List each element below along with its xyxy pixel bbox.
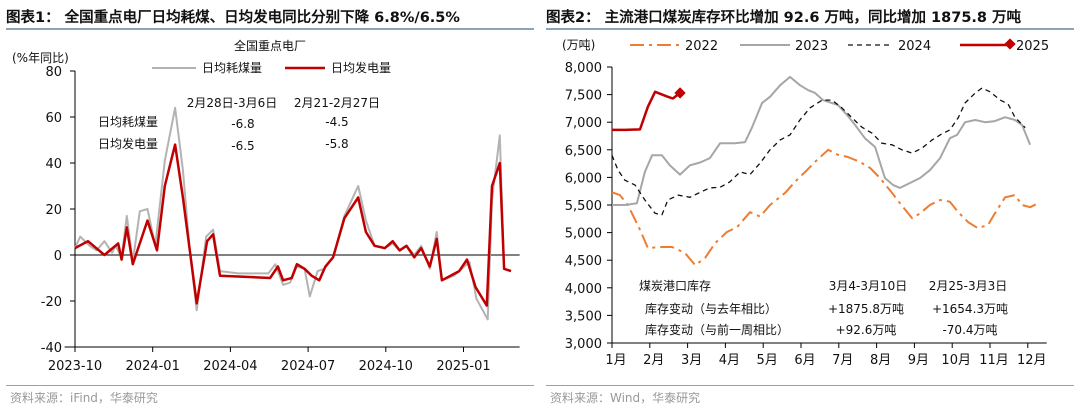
chart-panel-coal-power: 图表1： 全国重点电厂日均耗煤、日均发电同比分别下降 6.8%/6.5% 全国重… bbox=[6, 10, 534, 405]
table-cell: -6.5 bbox=[231, 139, 254, 153]
x-tick-label: 10月 bbox=[941, 353, 971, 368]
legend-label-2024: 2024 bbox=[898, 39, 931, 54]
x-tick-label: 8月 bbox=[870, 353, 891, 368]
chart-subtitle: 全国重点电厂 bbox=[234, 38, 306, 53]
table-header: 2月28日-3月6日 bbox=[187, 96, 278, 110]
y-tick-label: 8,000 bbox=[565, 61, 602, 76]
x-tick-label: 3月 bbox=[681, 353, 702, 368]
table-cell: -5.8 bbox=[325, 137, 348, 151]
table-cell: +1875.8万吨 bbox=[828, 302, 904, 316]
legend-marker-2025 bbox=[1004, 38, 1016, 50]
x-tick-label: 7月 bbox=[832, 353, 853, 368]
series-line-power bbox=[74, 143, 512, 307]
legend-label-2025: 2025 bbox=[1016, 39, 1049, 54]
x-tick-label: 9月 bbox=[908, 353, 929, 368]
y-tick-label: 3,000 bbox=[565, 337, 602, 352]
legend-label-coal: 日均耗煤量 bbox=[202, 61, 262, 75]
y-tick-label: 60 bbox=[45, 111, 62, 126]
x-tick-label: 2024-07 bbox=[281, 359, 335, 374]
legend: 2022 2023 2024 2025 bbox=[630, 38, 1049, 54]
x-tick-label: 4月 bbox=[719, 353, 740, 368]
table-row-label: 库存变动（与前一周相比） bbox=[645, 322, 789, 337]
title-divider bbox=[6, 28, 534, 30]
y-tick-label: -20 bbox=[41, 295, 62, 310]
annotation-table: 煤炭港口库存 3月4-3月10日 2月25-3月3日 库存变动（与去年相比） +… bbox=[639, 278, 1008, 337]
title-divider bbox=[546, 28, 1074, 30]
y-axis-label: (万吨) bbox=[562, 38, 595, 52]
series-line-2022 bbox=[611, 148, 1039, 267]
table-row-label: 库存变动（与去年相比） bbox=[645, 301, 777, 316]
chart-title: 图表2： 主流港口煤炭库存环比增加 92.6 万吨，同比增加 1875.8 万吨 bbox=[546, 10, 1022, 26]
footer-divider bbox=[6, 385, 534, 386]
chart-2-svg: (万吨) 2022 2023 2024 2025 8,000 7,500 7,000… bbox=[562, 38, 1049, 368]
y-tick-label: 4,500 bbox=[565, 254, 602, 269]
y-tick-label: 0 bbox=[54, 249, 62, 264]
series-line-2025 bbox=[612, 90, 681, 132]
x-tick-label: 2025-01 bbox=[436, 359, 490, 374]
x-tick-label: 11月 bbox=[979, 353, 1009, 368]
y-tick-label: 40 bbox=[45, 157, 62, 172]
y-tick-label: 4,000 bbox=[565, 282, 602, 297]
legend-label-power: 日均发电量 bbox=[331, 60, 391, 75]
x-tick-label: 2月 bbox=[643, 353, 664, 368]
y-tick-label: 5,000 bbox=[565, 227, 602, 242]
y-axis-label: (%年同比) bbox=[12, 51, 69, 65]
table-header: 2月21-2月27日 bbox=[294, 96, 380, 110]
table-header: 2月25-3月3日 bbox=[929, 279, 1008, 293]
legend: 日均耗煤量 日均发电量 bbox=[152, 60, 391, 75]
y-tick-label: 3,500 bbox=[565, 309, 602, 324]
table-row-label: 日均发电量 bbox=[98, 136, 158, 151]
table-cell: -6.8 bbox=[231, 117, 254, 131]
table-cell: +1654.3万吨 bbox=[932, 302, 1008, 316]
table-header: 3月4-3月10日 bbox=[829, 279, 908, 293]
y-tick-label: 20 bbox=[45, 203, 62, 218]
x-tick-label: 2024-10 bbox=[359, 359, 413, 374]
footer-divider bbox=[546, 385, 1074, 386]
y-tick-label: -40 bbox=[41, 341, 62, 356]
y-tick-label: 7,500 bbox=[565, 89, 602, 104]
y-tick-label: 7,000 bbox=[565, 116, 602, 131]
table-row-label: 日均耗煤量 bbox=[98, 115, 158, 129]
series-line-2024 bbox=[611, 87, 1026, 216]
table-cell: +92.6万吨 bbox=[836, 323, 897, 337]
table-cell: -4.5 bbox=[325, 115, 348, 129]
legend-label-2022: 2022 bbox=[685, 39, 718, 54]
x-tick-label: 6月 bbox=[794, 353, 815, 368]
x-tick-label: 2023-10 bbox=[48, 359, 102, 374]
y-tick-label: 80 bbox=[45, 65, 62, 80]
x-tick-label: 2024-01 bbox=[126, 359, 180, 374]
x-tick-label: 2024-04 bbox=[203, 359, 257, 374]
series-line-2023 bbox=[612, 75, 1032, 206]
chart-panel-port-inventory: 图表2： 主流港口煤炭库存环比增加 92.6 万吨，同比增加 1875.8 万吨… bbox=[540, 0, 1080, 409]
y-tick-label: 6,500 bbox=[565, 144, 602, 159]
source-note: 资料来源：iFind，华泰研究 bbox=[10, 391, 158, 405]
x-tick-label: 1月 bbox=[605, 353, 626, 368]
source-note: 资料来源：Wind，华泰研究 bbox=[550, 391, 701, 405]
chart-title: 图表1： 全国重点电厂日均耗煤、日均发电同比分别下降 6.8%/6.5% bbox=[6, 10, 460, 26]
table-corner: 煤炭港口库存 bbox=[639, 278, 711, 293]
y-tick-label: 5,500 bbox=[565, 199, 602, 214]
annotation-table: 2月28日-3月6日 2月21-2月27日 日均耗煤量 -6.8 -4.5 日均… bbox=[98, 96, 380, 153]
table-cell: -70.4万吨 bbox=[942, 323, 997, 337]
y-tick-label: 6,000 bbox=[565, 171, 602, 186]
legend-label-2023: 2023 bbox=[795, 39, 828, 54]
chart-1-svg: 全国重点电厂 (%年同比) 日均耗煤量 日均发电量 80 60 40 20 0 -20 -4… bbox=[12, 38, 520, 374]
x-tick-label: 12月 bbox=[1017, 353, 1047, 368]
x-tick-label: 5月 bbox=[757, 353, 778, 368]
